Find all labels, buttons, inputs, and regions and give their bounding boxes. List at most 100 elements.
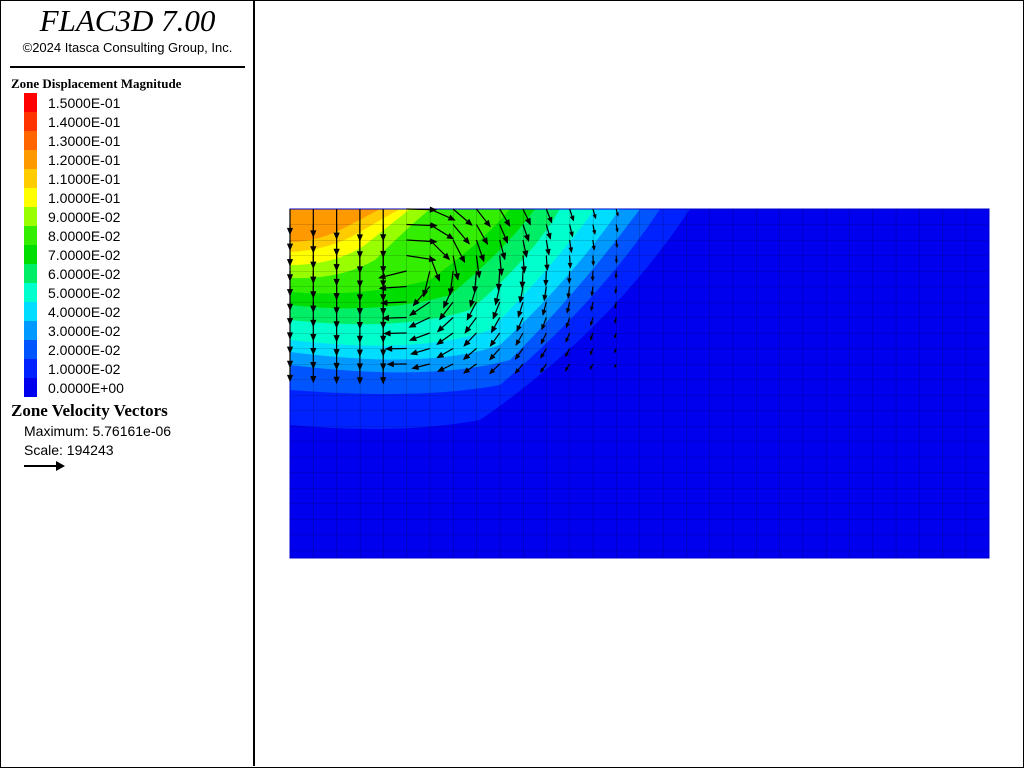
velocity-vector-head	[543, 279, 549, 287]
velocity-vector-head	[438, 312, 446, 321]
velocity-vector-head	[383, 330, 391, 337]
scale-label: 1.2000E-01	[48, 152, 121, 168]
copyright-text: ©2024 Itasca Consulting Group, Inc.	[22, 40, 233, 55]
velocity-vector-head	[614, 290, 618, 294]
velocity-vector-head	[567, 262, 573, 269]
velocity-vector-head	[614, 274, 618, 279]
velocity-vector-head	[540, 338, 546, 345]
velocity-vector-head	[614, 335, 617, 339]
scale-label: 9.0000E-02	[48, 209, 121, 225]
velocity-vector-head	[614, 350, 617, 354]
velocity-scale: Scale: 194243	[24, 442, 114, 458]
velocity-vector-head	[569, 231, 574, 238]
scale-label: 0.0000E+00	[48, 380, 124, 396]
velocity-vector-head	[462, 353, 471, 361]
velocity-vector-head	[565, 367, 569, 372]
velocity-vector-head	[446, 233, 455, 240]
velocity-vector-head	[408, 335, 417, 341]
scale-label: 6.0000E-02	[48, 266, 121, 282]
velocity-vector-head	[489, 353, 496, 361]
scale-label: 1.4000E-01	[48, 114, 121, 130]
scale-label: 1.3000E-01	[48, 133, 121, 149]
velocity-vector-head	[333, 376, 340, 385]
velocity-vector-head	[542, 294, 548, 302]
velocity-vector-head	[493, 297, 500, 306]
velocity-vector-head	[500, 252, 507, 261]
scale-swatch	[24, 226, 37, 245]
velocity-vector-field	[286, 206, 619, 385]
velocity-vector-head	[516, 324, 522, 333]
velocity-vector-head	[614, 320, 617, 324]
model-boundary	[289, 208, 990, 559]
velocity-vector-head	[412, 298, 420, 307]
velocity-vector-head	[489, 339, 497, 347]
scale-swatch	[24, 378, 37, 397]
velocity-vector-head	[523, 234, 530, 242]
legend-panel: FLAC3D 7.00 ©2024 Itasca Consulting Grou…	[0, 0, 255, 766]
velocity-vector-head	[386, 361, 394, 368]
scale-label: 1.0000E-01	[48, 190, 121, 206]
velocity-vector-head	[436, 351, 445, 359]
velocity-vector-head	[481, 237, 489, 245]
velocity-vector-head	[514, 368, 521, 374]
velocity-vector-head	[515, 339, 521, 346]
velocity-vector-head	[380, 377, 387, 385]
scale-swatch	[24, 131, 37, 150]
velocity-vector-head	[518, 296, 525, 304]
velocity-legend-title: Zone Velocity Vectors	[11, 401, 168, 420]
velocity-vector-head	[469, 299, 476, 308]
displacement-legend-title: Zone Displacement Magnitude	[11, 76, 182, 91]
velocity-vector-head	[436, 325, 445, 333]
scale-swatch	[24, 340, 37, 359]
scale-label: 2.0000E-02	[48, 342, 121, 358]
velocity-vector-head	[568, 247, 574, 254]
scale-label: 5.0000E-02	[48, 285, 121, 301]
velocity-vector-head	[408, 321, 417, 328]
scale-label: 7.0000E-02	[48, 247, 121, 263]
velocity-vector-head	[589, 351, 593, 356]
velocity-vector-head	[384, 345, 393, 352]
velocity-vector-head	[565, 352, 569, 358]
velocity-vector-head	[565, 337, 570, 343]
velocity-vector-head	[378, 284, 387, 292]
velocity-vector-head	[614, 364, 617, 369]
velocity-vector-head	[489, 368, 496, 375]
velocity-vector-head	[409, 309, 417, 316]
velocity-vector-head	[547, 216, 553, 224]
velocity-vector-head	[589, 366, 593, 370]
scale-label: 1.0000E-02	[48, 361, 121, 377]
scale-label: 4.0000E-02	[48, 304, 121, 320]
velocity-vector-head	[411, 363, 420, 370]
velocity-vector-head	[569, 215, 575, 222]
velocity-vector-head	[565, 308, 571, 314]
velocity-vector-head	[565, 322, 570, 329]
scale-swatch	[24, 264, 37, 283]
velocity-vector-head	[589, 321, 594, 327]
velocity-vector-head	[378, 273, 386, 280]
velocity-vector-head	[381, 314, 390, 322]
velocity-vector-head	[380, 299, 388, 306]
velocity-vector-head	[463, 339, 471, 347]
velocity-vector-head	[356, 377, 363, 385]
scale-label: 8.0000E-02	[48, 228, 121, 244]
velocity-vector-head	[459, 255, 466, 264]
velocity-vector-head	[541, 324, 546, 331]
displacement-contours	[290, 209, 989, 558]
velocity-vector-head	[464, 325, 472, 334]
velocity-vector-head	[517, 310, 523, 318]
velocity-vector-head	[541, 309, 547, 316]
velocity-vector-head	[502, 235, 508, 244]
scale-swatch	[24, 302, 37, 321]
velocity-vector-head	[540, 353, 545, 359]
velocity-vector-head	[436, 338, 444, 345]
scale-swatch	[24, 93, 37, 112]
velocity-vector-head	[490, 325, 498, 334]
model-plot-canvas[interactable]	[280, 170, 1000, 570]
scale-swatch	[24, 245, 37, 264]
scale-label: 3.0000E-02	[48, 323, 121, 339]
scale-swatch	[24, 359, 37, 378]
scale-swatch	[24, 169, 37, 188]
velocity-arrow-icon	[24, 461, 65, 471]
scale-swatch	[24, 207, 37, 226]
velocity-vector-head	[524, 217, 531, 226]
